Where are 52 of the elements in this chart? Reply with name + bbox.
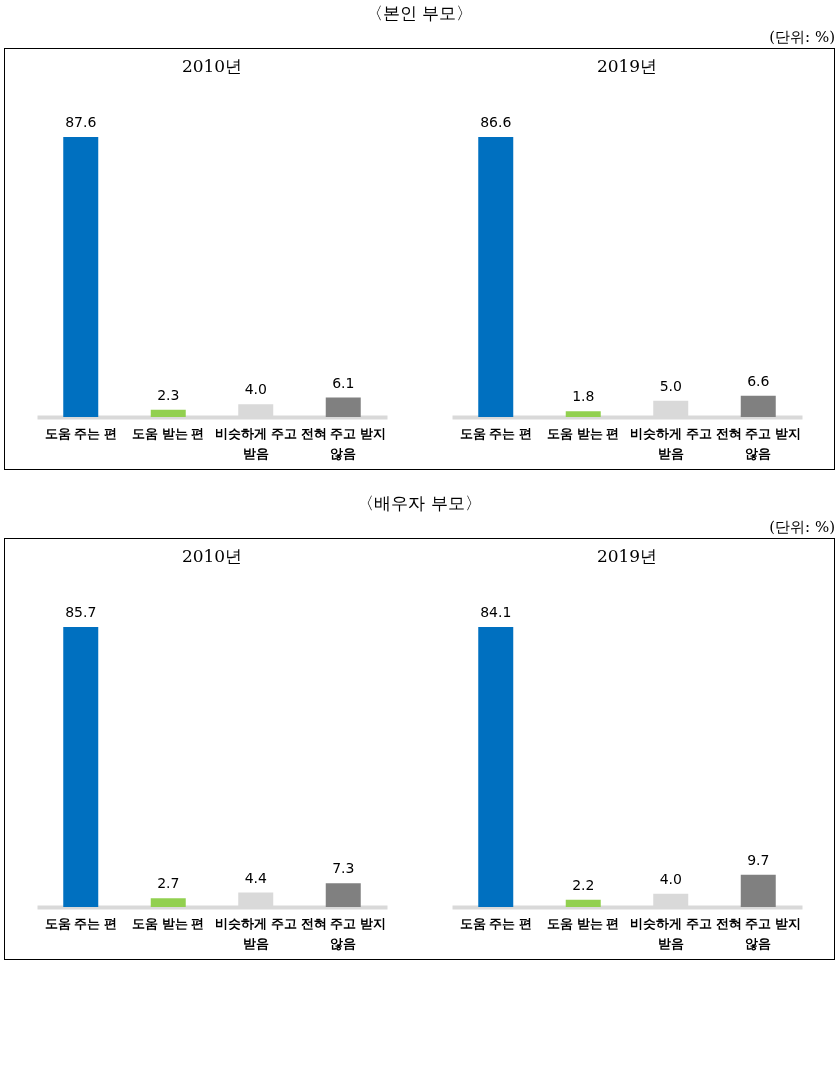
text: 〈본인 부모〉 [364, 2, 475, 25]
bar [326, 397, 361, 417]
chart-title: 2019년 [596, 546, 657, 566]
bar [565, 899, 601, 907]
x-tick-label: 비슷하게 주고 받음 [629, 425, 712, 461]
data-label: 85.7 [65, 604, 97, 620]
text: 〈배우자 부모〉 [356, 492, 483, 515]
data-label: 86.6 [479, 114, 512, 130]
data-label: 1.8 [571, 388, 595, 405]
data-label: 7.3 [332, 860, 355, 877]
data-label: 5.0 [659, 377, 682, 394]
chart-title: 2019년 [596, 56, 657, 76]
bar [565, 411, 601, 417]
data-label: 4.0 [659, 870, 682, 887]
data-label: 6.6 [746, 372, 770, 389]
x-tick-label: 비슷하게 주고 받음 [215, 915, 297, 951]
bar [740, 395, 776, 417]
x-tick-label: 도움 주는 편 [459, 915, 532, 931]
data-label: 6.1 [332, 374, 355, 391]
x-tick-label: 도움 받는 편 [132, 425, 205, 441]
bar [478, 137, 513, 417]
bar [151, 898, 186, 907]
data-label: 9.7 [746, 851, 770, 868]
bar [478, 627, 513, 907]
x-tick-label: 비슷하게 주고 받음 [215, 425, 297, 461]
x-tick-label: 전혀 주고 받지 않음 [715, 425, 801, 461]
x-tick-label: 도움 주는 편 [44, 915, 118, 931]
data-label: 4.4 [244, 869, 268, 886]
x-tick-label: 도움 받는 편 [132, 915, 205, 931]
bar [151, 409, 186, 417]
text: (단위: %) [768, 27, 835, 48]
bar [740, 874, 776, 907]
data-label: 84.1 [479, 604, 512, 620]
x-tick-label: 전혀 주고 받지 않음 [300, 915, 387, 951]
x-tick-label: 도움 받는 편 [546, 425, 620, 441]
data-label: 87.6 [65, 114, 97, 130]
x-tick-label: 도움 주는 편 [44, 425, 118, 441]
bar [326, 883, 361, 907]
chart-title: 2010년 [182, 546, 243, 566]
text: (단위: %) [768, 517, 835, 538]
chart-title: 2010년 [182, 56, 243, 76]
x-tick-label: 비슷하게 주고 받음 [629, 915, 712, 951]
bar [63, 137, 99, 417]
bar [63, 627, 99, 907]
x-tick-label: 도움 주는 편 [459, 425, 532, 441]
x-tick-label: 전혀 주고 받지 않음 [715, 915, 801, 951]
data-label: 2.3 [157, 386, 180, 403]
data-label: 4.0 [244, 381, 268, 398]
x-tick-label: 전혀 주고 받지 않음 [300, 425, 387, 461]
data-label: 2.2 [571, 876, 595, 893]
data-label: 2.7 [157, 875, 180, 892]
x-tick-label: 도움 받는 편 [546, 915, 620, 931]
